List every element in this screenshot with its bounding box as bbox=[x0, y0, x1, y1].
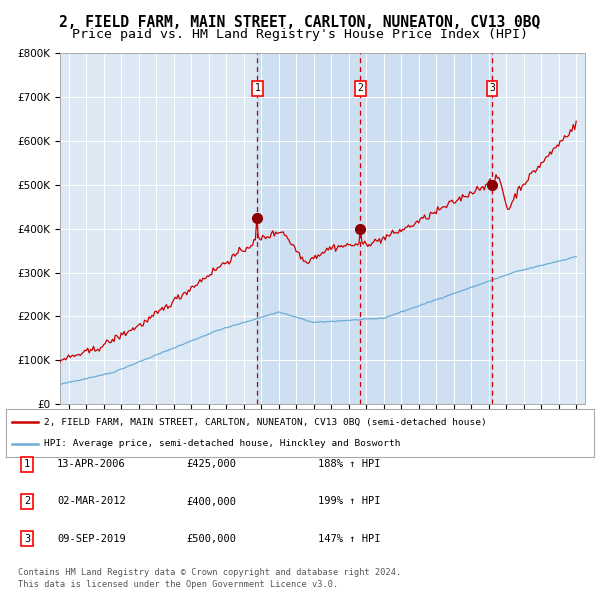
Text: 199% ↑ HPI: 199% ↑ HPI bbox=[318, 497, 380, 506]
Text: 2: 2 bbox=[24, 497, 30, 506]
Text: 3: 3 bbox=[489, 83, 495, 93]
Text: 13-APR-2006: 13-APR-2006 bbox=[57, 460, 126, 469]
Text: £400,000: £400,000 bbox=[186, 497, 236, 506]
Text: HPI: Average price, semi-detached house, Hinckley and Bosworth: HPI: Average price, semi-detached house,… bbox=[44, 439, 401, 448]
Text: Price paid vs. HM Land Registry's House Price Index (HPI): Price paid vs. HM Land Registry's House … bbox=[72, 28, 528, 41]
Text: This data is licensed under the Open Government Licence v3.0.: This data is licensed under the Open Gov… bbox=[18, 579, 338, 589]
Bar bbox=[257, 53, 492, 404]
Text: 2: 2 bbox=[358, 83, 364, 93]
Text: 02-MAR-2012: 02-MAR-2012 bbox=[57, 497, 126, 506]
Text: 1: 1 bbox=[24, 460, 30, 469]
Text: 2, FIELD FARM, MAIN STREET, CARLTON, NUNEATON, CV13 0BQ (semi-detached house): 2, FIELD FARM, MAIN STREET, CARLTON, NUN… bbox=[44, 418, 487, 427]
Text: 147% ↑ HPI: 147% ↑ HPI bbox=[318, 534, 380, 543]
Text: 188% ↑ HPI: 188% ↑ HPI bbox=[318, 460, 380, 469]
Text: 09-SEP-2019: 09-SEP-2019 bbox=[57, 534, 126, 543]
Text: Contains HM Land Registry data © Crown copyright and database right 2024.: Contains HM Land Registry data © Crown c… bbox=[18, 568, 401, 577]
Text: 2, FIELD FARM, MAIN STREET, CARLTON, NUNEATON, CV13 0BQ: 2, FIELD FARM, MAIN STREET, CARLTON, NUN… bbox=[59, 15, 541, 30]
Text: £500,000: £500,000 bbox=[186, 534, 236, 543]
Text: 1: 1 bbox=[254, 83, 260, 93]
Text: 3: 3 bbox=[24, 534, 30, 543]
Text: £425,000: £425,000 bbox=[186, 460, 236, 469]
